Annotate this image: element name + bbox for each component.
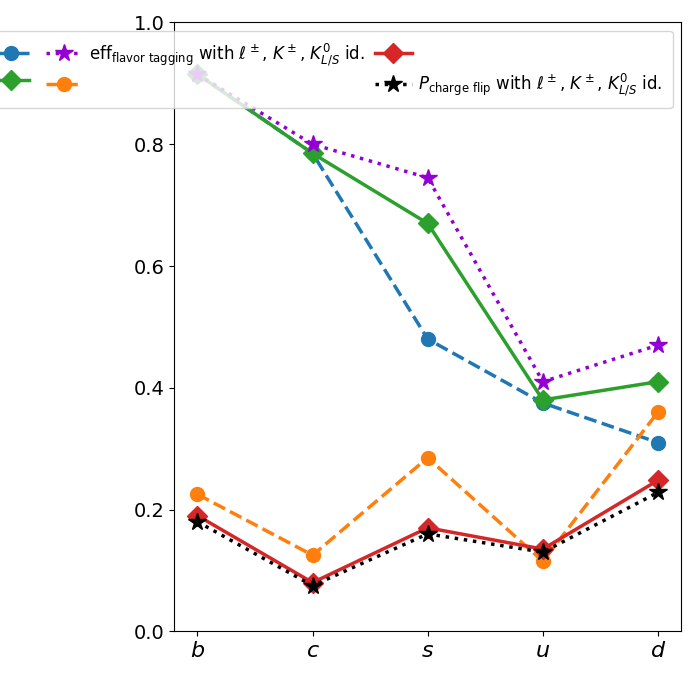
- Legend: , , eff$_{\mathregular{flavor\ tagging}}$ with $\ell^\pm$, $K^\pm$, $K^0_{L/S}$ : , , eff$_{\mathregular{flavor\ tagging}}…: [0, 31, 672, 108]
